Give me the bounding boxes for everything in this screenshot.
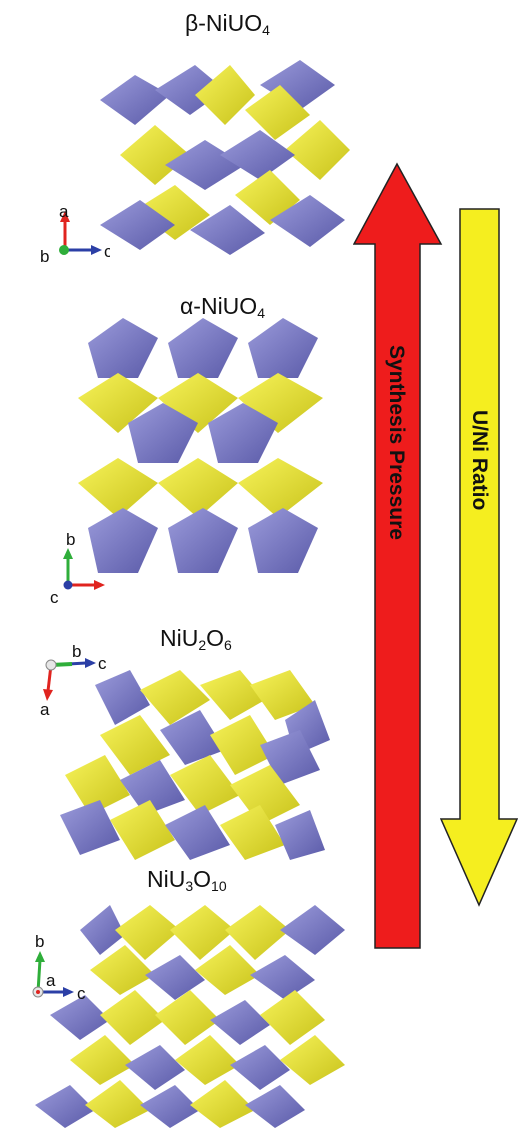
u-octahedron	[260, 990, 325, 1045]
u-ni-ratio-label: U/Ni Ratio	[468, 410, 491, 511]
u-octahedra-layer-2	[78, 458, 323, 518]
ni-octahedron	[60, 800, 120, 855]
ni-octahedra-layer-mid	[128, 403, 278, 463]
u-octahedron	[250, 670, 315, 720]
ni-octahedron	[260, 730, 320, 785]
u-octahedron	[190, 1080, 255, 1128]
u-octahedron	[155, 990, 220, 1045]
u-octahedron	[78, 458, 158, 518]
ni-octahedron	[95, 670, 150, 725]
title-niu3o10: NiU3O10	[147, 866, 227, 894]
ni-octahedron	[35, 1085, 95, 1128]
crystal-structure-niu3o10	[35, 905, 345, 1128]
ni-octahedron	[245, 1085, 305, 1128]
u-octahedra-layer-1	[78, 373, 323, 433]
crystal-structure-alpha-niuo4	[78, 318, 323, 573]
crystal-structure-beta-niuo4	[100, 60, 350, 255]
axis-triad-niu3o10: b a c	[32, 932, 86, 1003]
ni-octahedron	[168, 318, 238, 378]
axis-triad-beta: a c b	[40, 205, 110, 266]
ni-octahedron	[165, 805, 230, 860]
axis-label-right: c	[104, 242, 110, 261]
ni-octahedron	[220, 130, 295, 180]
u-octahedron	[70, 1035, 135, 1085]
ni-octahedron	[270, 195, 345, 247]
ni-octahedra-layer-bottom	[88, 508, 318, 573]
u-octahedron	[200, 670, 265, 720]
ni-octahedron	[128, 403, 198, 463]
u-octahedron	[100, 990, 165, 1045]
u-octahedron	[210, 715, 275, 775]
ni-octahedron	[230, 1045, 290, 1090]
axis-label-origin: c	[50, 588, 59, 605]
u-octahedron	[195, 945, 260, 995]
u-octahedron	[65, 755, 130, 815]
ni-octahedron	[210, 1000, 270, 1045]
u-octahedron	[235, 170, 300, 225]
crystal-structure-niu2o6	[60, 670, 330, 860]
axis-label-up: b	[35, 932, 44, 951]
ni-octahedron	[250, 955, 315, 1000]
u-octahedron	[220, 805, 285, 860]
u-octahedron	[90, 945, 155, 995]
ni-octahedron	[88, 318, 158, 378]
axis-label-up: b	[66, 530, 75, 549]
u-octahedron	[285, 120, 350, 180]
u-octahedron	[280, 1035, 345, 1085]
title-alpha-niuo4: α-NiUO4	[180, 293, 265, 321]
u-octahedron	[85, 1080, 150, 1128]
ni-octahedron	[88, 508, 158, 573]
ni-octahedron	[100, 75, 170, 125]
u-octahedron	[140, 670, 210, 725]
ni-octahedron	[168, 508, 238, 573]
ni-octahedron	[120, 760, 185, 815]
u-ni-ratio-arrow	[440, 208, 518, 907]
u-octahedron	[230, 765, 300, 825]
u-octahedron	[195, 65, 255, 125]
u-octahedron	[158, 458, 238, 518]
u-octahedron	[110, 800, 175, 860]
u-octahedron	[100, 715, 170, 775]
ni-octahedron	[275, 810, 325, 860]
u-octahedron	[120, 125, 190, 185]
u-octahedron	[238, 458, 323, 518]
ni-octahedron	[208, 403, 278, 463]
ni-octahedra-layer-top	[88, 318, 318, 378]
ni-octahedron	[140, 1085, 200, 1128]
ni-octahedron	[100, 200, 175, 250]
u-octahedron	[175, 1035, 240, 1085]
axis-label-down: a	[40, 700, 50, 715]
ni-octahedron	[190, 205, 265, 255]
ni-octahedron	[280, 905, 345, 955]
axis-triad-alpha: b a c	[50, 530, 105, 605]
ni-octahedron	[260, 60, 335, 110]
axis-label-origin: a	[46, 971, 56, 990]
synthesis-pressure-label: Synthesis Pressure	[385, 345, 408, 540]
u-octahedron	[158, 373, 238, 433]
ni-octahedron	[248, 508, 318, 573]
axis-label-right: c	[98, 654, 107, 673]
u-octahedron	[135, 185, 210, 240]
ni-octahedron	[80, 905, 125, 955]
axis-label-up: a	[59, 205, 69, 221]
ni-octahedron	[160, 710, 225, 765]
axis-label-origin: b	[72, 642, 81, 661]
u-octahedron	[238, 373, 323, 433]
title-beta-niuo4: β-NiUO4	[185, 10, 270, 38]
u-octahedron	[245, 85, 310, 140]
axis-triad-niu2o6: b c a	[40, 642, 107, 715]
ni-octahedron	[145, 955, 205, 1000]
title-niu2o6: NiU2O6	[160, 625, 232, 653]
u-octahedron	[170, 905, 235, 960]
u-octahedron	[225, 905, 290, 960]
u-octahedron	[78, 373, 158, 433]
u-octahedron	[115, 905, 180, 960]
ni-octahedron	[125, 1045, 185, 1090]
axis-label-right: c	[77, 984, 86, 1003]
axis-label-origin: b	[40, 247, 49, 266]
ni-octahedron	[248, 318, 318, 378]
synthesis-pressure-arrow	[353, 162, 443, 949]
u-octahedron	[170, 755, 240, 815]
ni-octahedron	[50, 995, 110, 1040]
